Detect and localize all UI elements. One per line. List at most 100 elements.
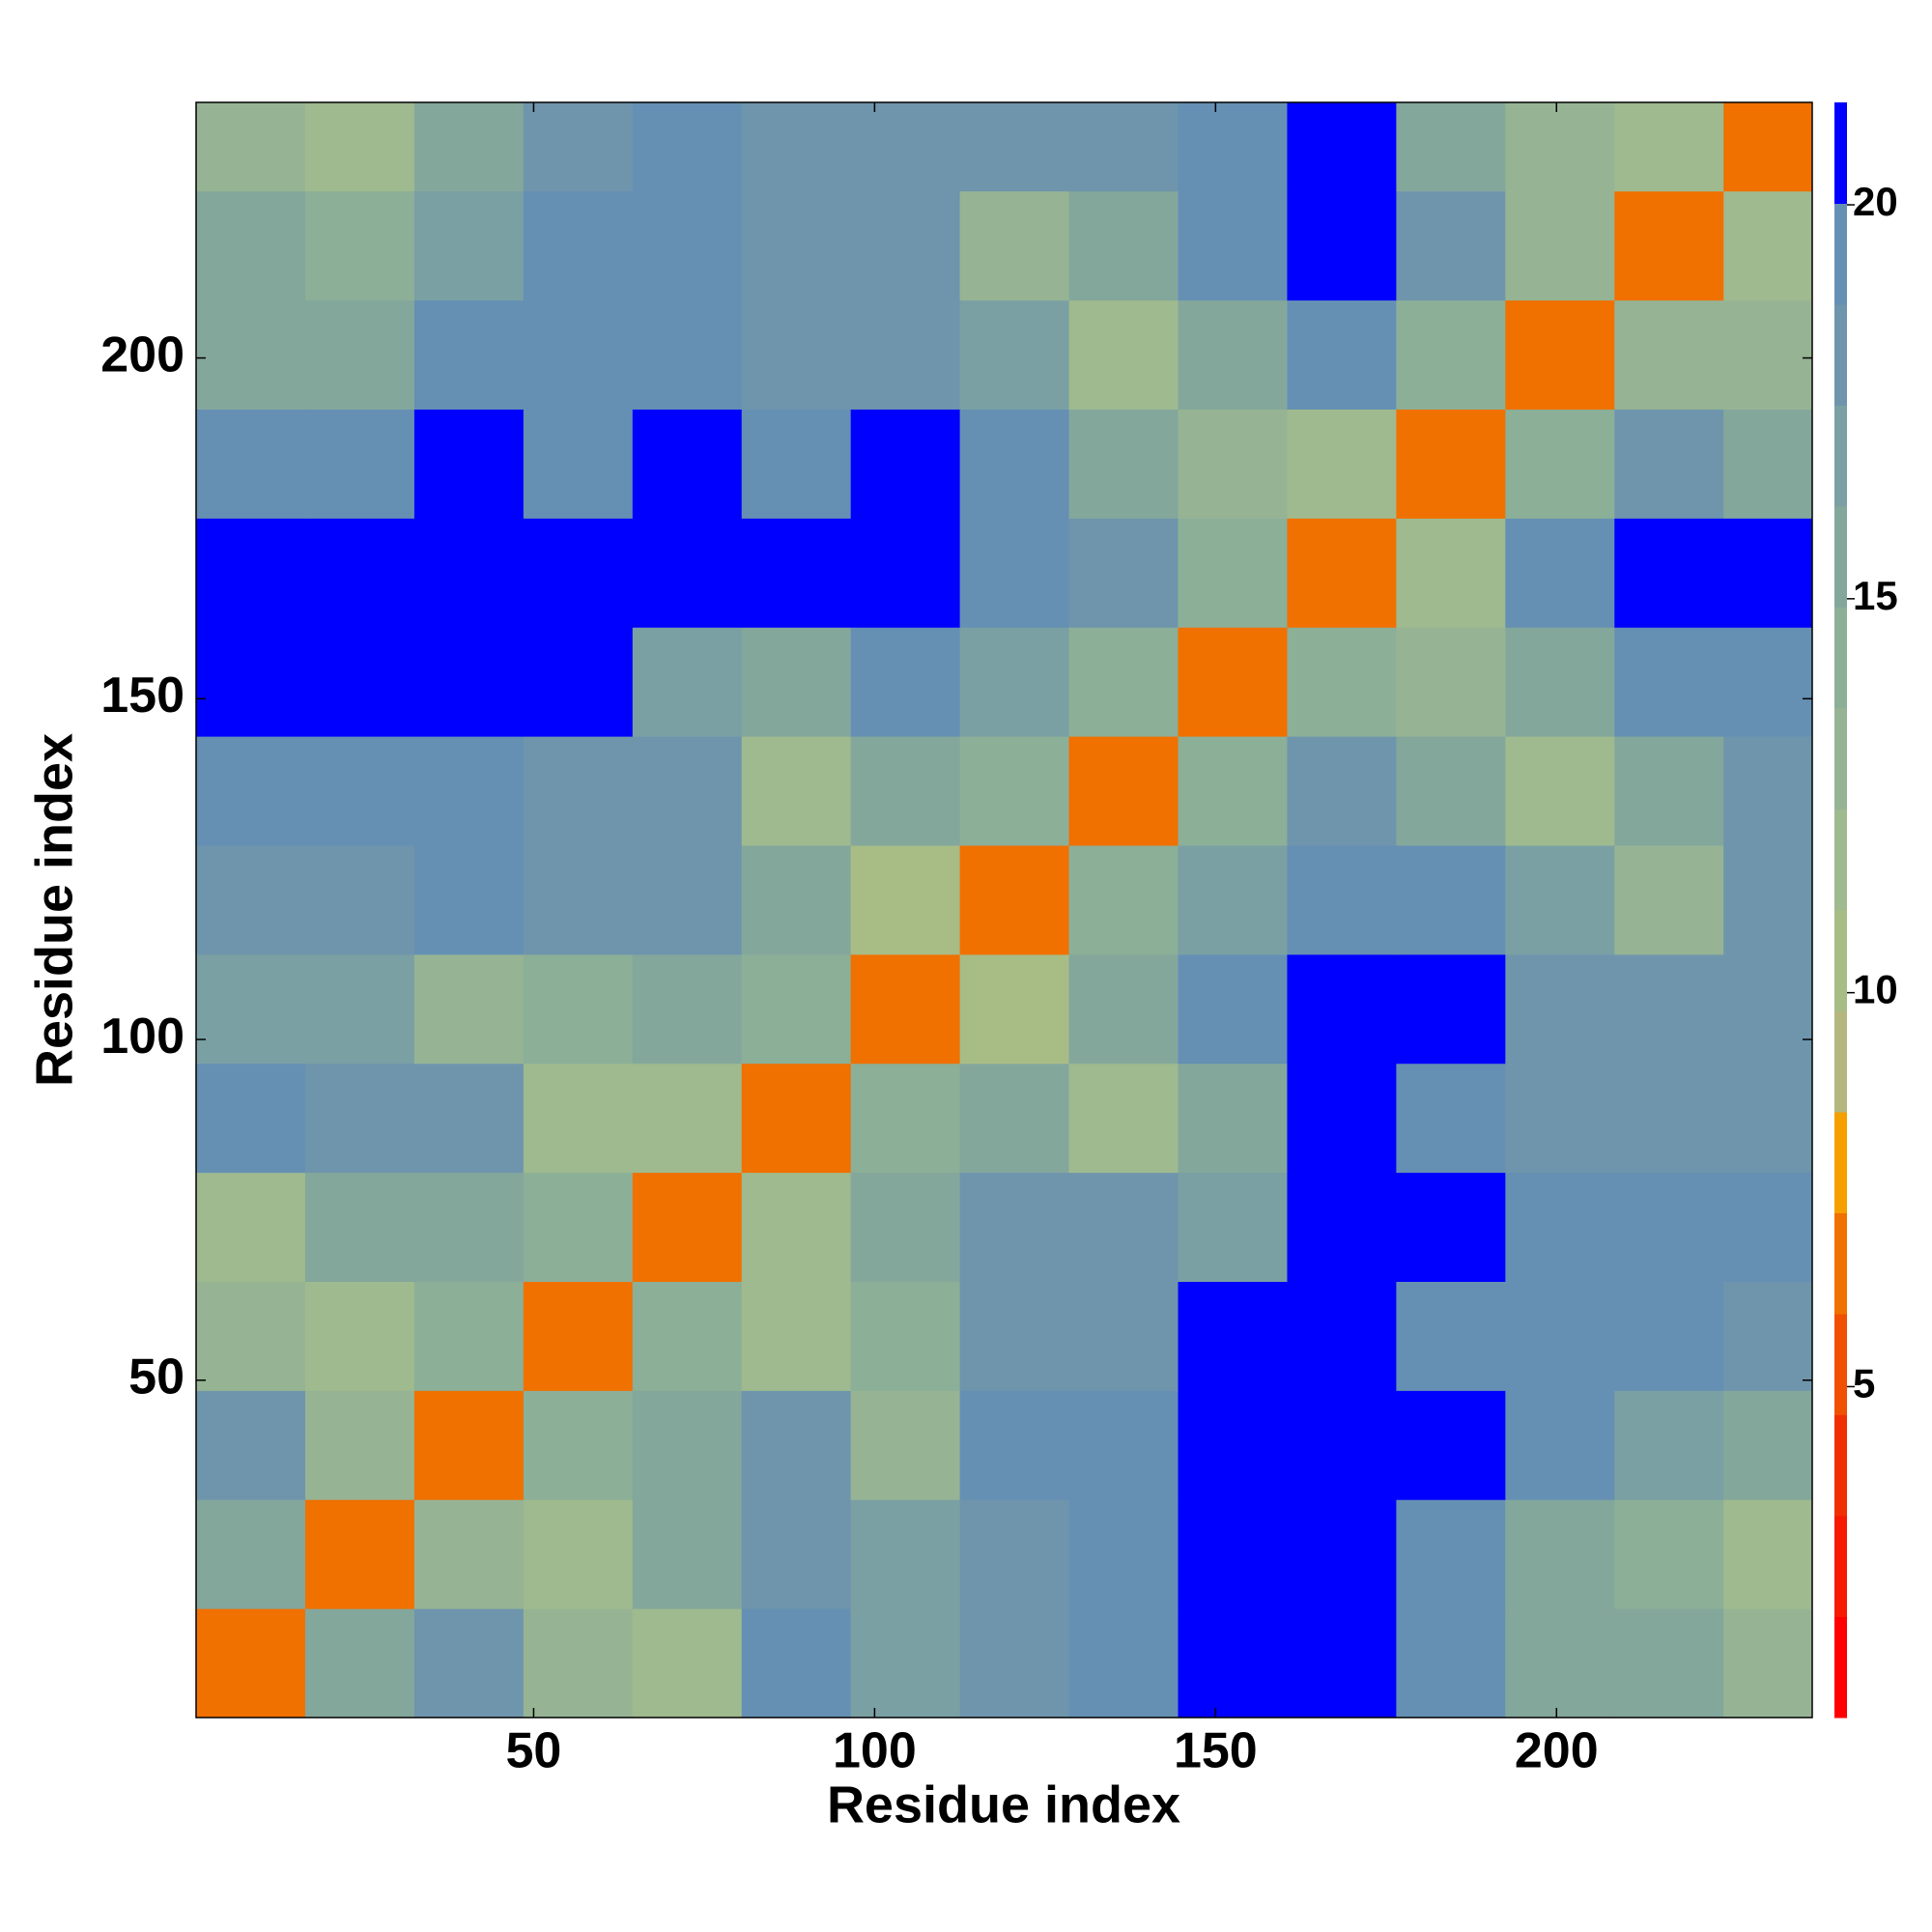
heatmap-cell bbox=[1178, 844, 1288, 955]
heatmap-cell bbox=[959, 1281, 1070, 1391]
heatmap-cell bbox=[1505, 844, 1615, 955]
heatmap-cell bbox=[1396, 953, 1506, 1065]
heatmap-cell bbox=[1396, 1390, 1506, 1500]
heatmap-cell bbox=[632, 518, 743, 628]
colorbar-segment bbox=[1834, 304, 1847, 406]
heatmap-cell bbox=[1068, 1063, 1179, 1174]
heatmap-cell bbox=[1614, 1172, 1724, 1282]
heatmap-cell bbox=[1068, 953, 1179, 1065]
heatmap-cell bbox=[1723, 1281, 1813, 1391]
heatmap-cell bbox=[1396, 1063, 1506, 1174]
heatmap-cell bbox=[304, 1172, 415, 1282]
heatmap-cell bbox=[523, 1608, 634, 1719]
heatmap-cell bbox=[1068, 1172, 1179, 1282]
heatmap-cell bbox=[1614, 190, 1724, 301]
heatmap-cell bbox=[1614, 1499, 1724, 1609]
heatmap-cell bbox=[1614, 299, 1724, 410]
y-tick-label: 100 bbox=[100, 1009, 185, 1065]
heatmap-cell bbox=[741, 1390, 852, 1500]
heatmap-cell bbox=[850, 844, 961, 955]
heatmap-cell bbox=[850, 1281, 961, 1391]
heatmap-cell bbox=[1505, 736, 1615, 846]
colorbar-segment bbox=[1834, 203, 1847, 305]
heatmap-cell bbox=[959, 1063, 1070, 1174]
heatmap-cell bbox=[1068, 409, 1179, 519]
heatmap-cell bbox=[959, 1608, 1070, 1719]
heatmap-cell bbox=[523, 190, 634, 301]
heatmap-cell bbox=[850, 518, 961, 628]
heatmap-cell bbox=[959, 1390, 1070, 1500]
heatmap-cell bbox=[1068, 299, 1179, 410]
heatmap-cell bbox=[304, 1608, 415, 1719]
heatmap-cell bbox=[304, 190, 415, 301]
heatmap-cell bbox=[1505, 299, 1615, 410]
heatmap-cell bbox=[1723, 1390, 1813, 1500]
heatmap-cell bbox=[632, 844, 743, 955]
y-tick-label: 150 bbox=[100, 668, 185, 724]
heatmap-cell bbox=[1723, 736, 1813, 846]
heatmap-cell bbox=[741, 190, 852, 301]
heatmap-cell bbox=[1178, 518, 1288, 628]
heatmap-cell bbox=[1396, 627, 1506, 737]
heatmap-cell bbox=[1505, 953, 1615, 1065]
heatmap-cell bbox=[1287, 736, 1397, 846]
heatmap-cell bbox=[1178, 299, 1288, 410]
heatmap-cell bbox=[959, 1499, 1070, 1609]
heatmap-cell bbox=[741, 1608, 852, 1719]
heatmap-cell bbox=[413, 102, 525, 192]
heatmap-cell bbox=[523, 409, 634, 519]
heatmap-cell bbox=[1068, 627, 1179, 737]
colorbar-segment bbox=[1834, 405, 1847, 507]
x-tick-label: 150 bbox=[1174, 1723, 1258, 1779]
heatmap-cell bbox=[959, 736, 1070, 846]
heatmap-cell bbox=[850, 299, 961, 410]
heatmap-cell bbox=[1505, 102, 1615, 192]
heatmap-cell bbox=[959, 953, 1070, 1065]
colorbar-tick-label: 10 bbox=[1853, 967, 1898, 1012]
heatmap-cell bbox=[413, 190, 525, 301]
heatmap-cell bbox=[1178, 1499, 1288, 1609]
heatmap-cell bbox=[1723, 844, 1813, 955]
colorbar-segment bbox=[1834, 910, 1847, 1011]
heatmap-cell bbox=[304, 736, 415, 846]
colorbar-tick-label: 20 bbox=[1853, 179, 1898, 224]
heatmap-cell bbox=[1396, 190, 1506, 301]
x-tick-label: 200 bbox=[1515, 1723, 1599, 1779]
heatmap-cell bbox=[523, 1063, 634, 1174]
heatmap-cell bbox=[741, 844, 852, 955]
heatmap-cell bbox=[304, 953, 415, 1065]
heatmap-cell bbox=[196, 1499, 306, 1609]
heatmap-cell bbox=[413, 1608, 525, 1719]
heatmap-cell bbox=[1396, 1608, 1506, 1719]
heatmap-cell bbox=[632, 102, 743, 192]
heatmap-cell bbox=[304, 844, 415, 955]
heatmap-cell bbox=[959, 190, 1070, 301]
heatmap-cell bbox=[1614, 1063, 1724, 1174]
heatmap-cell bbox=[1723, 102, 1813, 192]
heatmap-cell bbox=[959, 844, 1070, 955]
heatmap-cell bbox=[196, 844, 306, 955]
heatmap-cell bbox=[741, 102, 852, 192]
heatmap-cell bbox=[196, 1281, 306, 1391]
heatmap-cell bbox=[1396, 844, 1506, 955]
heatmap-cell bbox=[523, 518, 634, 628]
heatmap-cell bbox=[1287, 409, 1397, 519]
heatmap-cell bbox=[1505, 1499, 1615, 1609]
heatmap-cell bbox=[1723, 1499, 1813, 1609]
heatmap-cell bbox=[850, 1063, 961, 1174]
heatmap-cell bbox=[1287, 1281, 1397, 1391]
heatmap-cell bbox=[1614, 518, 1724, 628]
heatmap-cell bbox=[1505, 1608, 1615, 1719]
colorbar-segment bbox=[1834, 1414, 1847, 1517]
heatmap-cell bbox=[850, 102, 961, 192]
heatmap-cell bbox=[741, 736, 852, 846]
heatmap-cell bbox=[413, 299, 525, 410]
heatmap-cell bbox=[1178, 736, 1288, 846]
heatmap-cell bbox=[1068, 102, 1179, 192]
heatmap-cell bbox=[632, 1281, 743, 1391]
heatmap-cell bbox=[304, 1499, 415, 1609]
heatmap-cell bbox=[1178, 627, 1288, 737]
heatmap-cell bbox=[1614, 844, 1724, 955]
y-axis-title: Residue index bbox=[25, 733, 83, 1087]
heatmap-cell bbox=[1178, 1063, 1288, 1174]
